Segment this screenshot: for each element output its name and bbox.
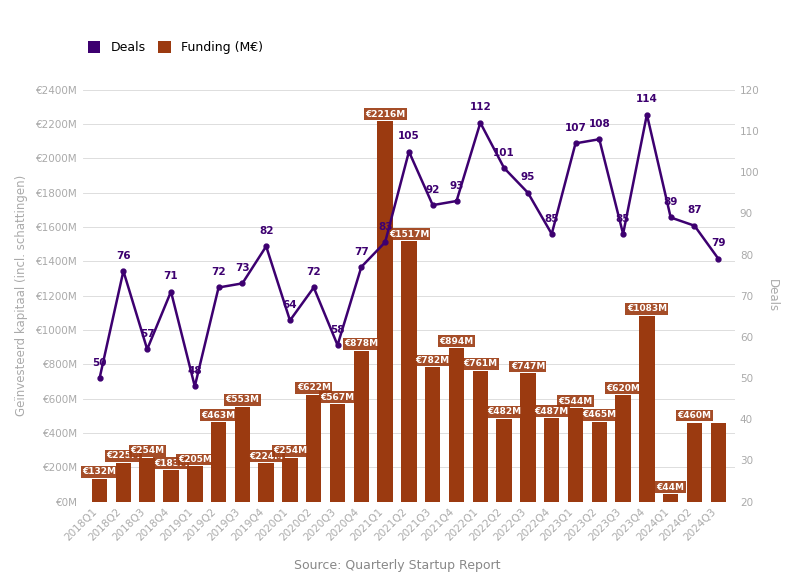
Text: €224M: €224M [249, 451, 283, 461]
Text: €553M: €553M [225, 395, 260, 404]
Text: 58: 58 [330, 325, 345, 335]
Text: 72: 72 [211, 267, 225, 277]
Text: €482M: €482M [487, 407, 521, 416]
Bar [663, 494, 678, 501]
Bar [496, 419, 512, 501]
Text: 101: 101 [493, 148, 515, 158]
Bar [353, 351, 369, 501]
Bar [235, 407, 250, 501]
Bar [520, 374, 536, 501]
Text: 72: 72 [306, 267, 321, 277]
Bar [568, 408, 584, 501]
Bar [306, 395, 322, 501]
Text: €2216M: €2216M [365, 110, 405, 119]
Text: 77: 77 [354, 247, 368, 256]
Bar [544, 418, 560, 501]
Text: €747M: €747M [511, 362, 545, 371]
Bar [164, 470, 179, 501]
Text: €1083M: €1083M [626, 304, 667, 313]
Bar [687, 423, 702, 501]
Text: €620M: €620M [606, 384, 640, 393]
Text: 57: 57 [140, 329, 155, 339]
Text: €183M: €183M [154, 459, 188, 467]
Y-axis label: Deals: Deals [766, 279, 779, 312]
Text: 95: 95 [521, 172, 535, 182]
Text: €622M: €622M [297, 384, 331, 392]
Text: 108: 108 [588, 119, 610, 129]
Text: €132M: €132M [83, 467, 117, 477]
Bar [449, 348, 464, 501]
Text: 50: 50 [92, 358, 107, 368]
Legend: Deals, Funding (M€): Deals, Funding (M€) [83, 36, 268, 59]
Text: 82: 82 [259, 226, 273, 236]
Bar [211, 422, 226, 501]
Text: €463M: €463M [202, 411, 236, 420]
Bar [140, 458, 155, 501]
Text: €567M: €567M [321, 393, 355, 402]
Bar [425, 367, 441, 501]
Bar [187, 466, 202, 501]
Bar [711, 423, 726, 501]
Bar [639, 316, 654, 501]
Text: €894M: €894M [439, 337, 474, 346]
Text: 89: 89 [664, 197, 678, 207]
Text: 87: 87 [687, 205, 702, 216]
Text: €254M: €254M [130, 447, 164, 455]
Text: 64: 64 [283, 300, 297, 310]
Text: 93: 93 [449, 181, 464, 191]
Bar [258, 463, 274, 501]
Text: €465M: €465M [582, 411, 616, 419]
Text: 85: 85 [616, 214, 630, 224]
Y-axis label: Geïnvesteerd kapitaal (incl. schattingen): Geïnvesteerd kapitaal (incl. schattingen… [15, 175, 28, 416]
Text: 112: 112 [469, 102, 491, 113]
Bar [592, 422, 607, 501]
Text: €761M: €761M [463, 359, 497, 369]
Text: €544M: €544M [558, 397, 592, 406]
Text: Source: Quarterly Startup Report: Source: Quarterly Startup Report [294, 559, 500, 572]
Bar [615, 395, 631, 501]
Text: 79: 79 [711, 239, 726, 248]
Text: 105: 105 [398, 131, 420, 141]
Text: €205M: €205M [178, 455, 212, 464]
Text: €254M: €254M [273, 447, 307, 455]
Text: 71: 71 [164, 271, 179, 281]
Bar [377, 121, 393, 501]
Bar [282, 458, 298, 501]
Text: 48: 48 [187, 366, 202, 376]
Text: 107: 107 [565, 123, 587, 133]
Bar [92, 479, 107, 501]
Text: €878M: €878M [345, 339, 379, 348]
Bar [472, 371, 488, 501]
Text: 83: 83 [378, 222, 392, 232]
Text: €782M: €782M [416, 356, 450, 365]
Text: €44M: €44M [657, 482, 684, 492]
Bar [401, 242, 417, 501]
Bar [330, 404, 345, 501]
Text: €460M: €460M [677, 411, 711, 420]
Text: 92: 92 [426, 185, 440, 195]
Text: 85: 85 [545, 214, 559, 224]
Text: €225M: €225M [106, 451, 141, 461]
Bar [116, 463, 131, 501]
Text: €1517M: €1517M [389, 230, 429, 239]
Text: 73: 73 [235, 263, 249, 273]
Text: 114: 114 [636, 94, 658, 104]
Text: €487M: €487M [534, 407, 569, 416]
Text: 76: 76 [116, 251, 131, 260]
